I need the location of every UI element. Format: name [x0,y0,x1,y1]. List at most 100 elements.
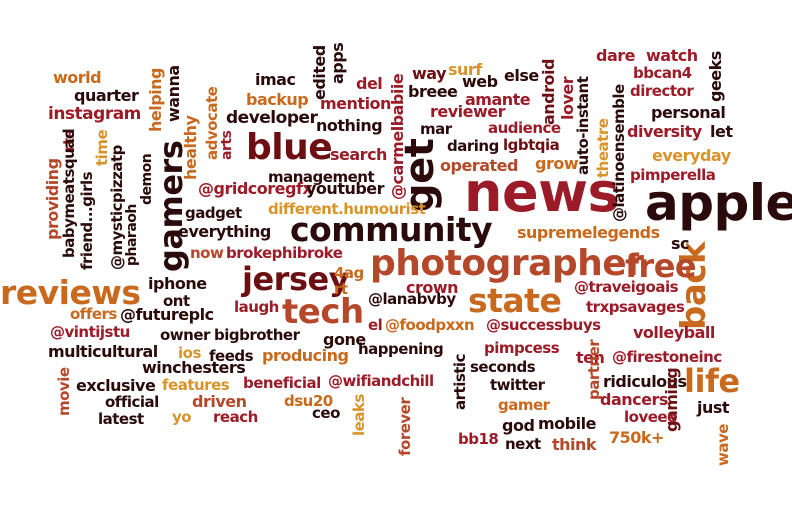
word-driven: driven [192,392,247,411]
word-loveee: loveee [624,408,677,426]
word-yo: yo [172,408,192,426]
word-latinoensemble: @latinoensemble [610,84,628,222]
word-management: management [268,168,375,186]
word-ont: ont [163,292,190,310]
word-mobile: mobile [538,414,596,433]
word-ios: ios [178,344,201,362]
word-arts: arts [219,130,235,160]
word-brokephibroke: brokephibroke [226,244,343,262]
word-everyday: everyday [652,146,731,165]
word-successbuys: @successbuys [486,316,601,334]
word-bigbrother: bigbrother [214,326,300,344]
word-reviewer: reviewer [430,102,506,121]
word-apple: apple [645,174,792,232]
word-crown: crown [406,278,459,297]
word-volleyball: volleyball [633,323,715,342]
word-search: search [330,145,387,164]
word-sc: sc [671,234,690,253]
word-multicultural: multicultural [48,342,158,361]
word-backup: backup [246,90,309,109]
word-state: state [468,281,562,320]
word-lanabvby: @lanabvby [368,290,456,308]
word-nothing: nothing [316,116,383,135]
word-everything: everything [178,222,271,241]
word-diversity: diversity [627,122,702,141]
word-mar: mar [420,120,452,138]
word-750k: 750k+ [609,428,664,447]
word-developer: developer [226,108,318,128]
word-free: free [625,247,697,285]
word-helping: helping [146,67,165,132]
word-director: director [630,82,694,100]
word-autoinstant: auto-instant [574,76,592,175]
word-exclusive: exclusive [76,376,156,395]
word-healthy: healthy [181,115,200,181]
word-edited: edited [310,45,329,100]
word-surf: surf [448,60,482,79]
word-winchesters: winchesters [142,358,246,377]
word-humourist: different.humourist [268,200,426,218]
word-owner: owner [160,326,210,344]
word-now: now [190,244,224,262]
word-producing: producing [262,346,349,365]
word-advocate: advocate [203,86,221,160]
word-news: news [464,161,620,224]
word-reach: reach [213,408,258,426]
word-lgbtqia: lgbtqia [503,136,560,154]
word-iphone: iphone [148,274,207,293]
word-bbcan4: bbcan4 [633,64,692,82]
word-gone: gone [323,330,366,349]
word-imac: imac [255,70,296,89]
word-trxpsavages: trxpsavages [586,298,685,316]
word-photographer: photographer [370,243,644,284]
word-next: next [505,435,541,453]
word-bb18: bb18 [458,430,499,448]
word-android: android [539,59,558,125]
word-carmelbabiie: @carmelbabiie [388,73,407,200]
word-firestoneinc: @firestoneinc [612,348,722,366]
word-ridiculous: ridiculous [603,372,687,391]
word-quarter: quarter [74,86,139,105]
word-vintijstu: @vintijstu [50,323,130,341]
word-wifiandchill: @wifiandchill [328,372,434,390]
word-dsu20: dsu20 [284,392,333,410]
word-theatre: theatre [594,118,612,178]
word-artistic: artistic [451,354,469,410]
word-happening: happening [358,340,444,358]
word-pharaoh: pharaoh [124,204,140,266]
word-dare: dare [596,46,636,65]
word-operated: operated [440,156,518,175]
word-el: el [368,316,383,334]
word-feeds: feeds [209,347,254,365]
word-jersey: jersey [242,260,350,298]
word-movie: movie [55,367,73,416]
word-supremelegends: supremelegends [517,223,660,242]
word-seconds: seconds [470,358,536,376]
word-personal: personal [651,103,726,122]
word-instagram: instagram [48,104,141,124]
word-breee: breee [408,82,458,101]
word-babymeatsquad: babymeatsquad [60,128,78,258]
word-official: official [105,393,159,411]
word-pimperella: pimperella [630,166,716,184]
word-let: let [710,122,733,141]
word-community: community [290,210,493,249]
word-geeks: geeks [706,51,725,102]
word-web: web [462,72,498,91]
word-twitter: twitter [490,376,545,394]
word-apps: apps [328,42,347,84]
word-else: else [504,66,539,85]
word-forever: forever [396,397,414,456]
word-del: del [356,74,383,93]
word-wanna: wanna [164,65,183,122]
word-dancers: dancers [600,390,668,409]
word-way: way [412,64,447,83]
word-life: life [684,362,740,400]
word-watch: watch [646,46,698,65]
word-traveigoais: @traveigoais [574,278,679,296]
word-mysticpizzatp: @mysticpizzatp [108,145,126,270]
word-futureplc: @futureplc [120,305,214,324]
word-demon: demon [139,153,155,205]
word-wave: wave [714,424,732,466]
